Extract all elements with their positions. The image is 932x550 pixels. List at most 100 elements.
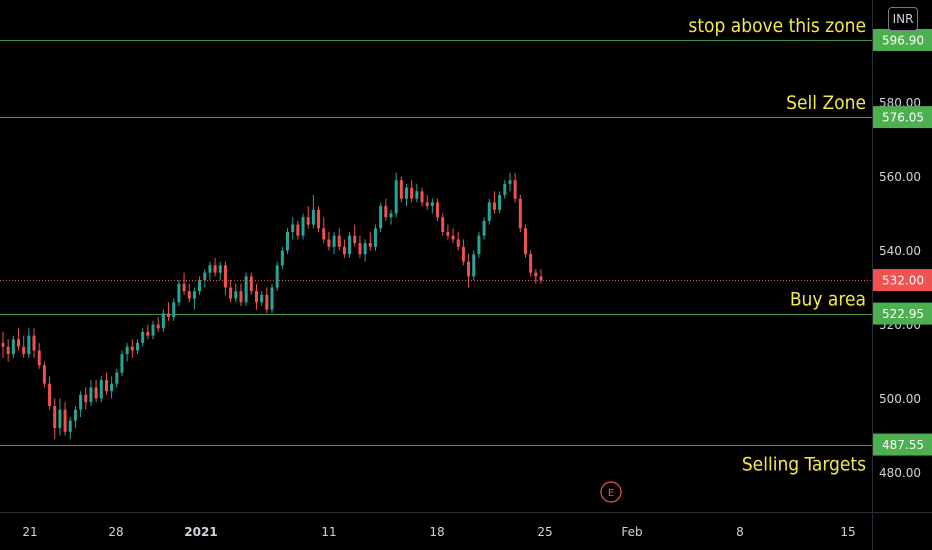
candle: [239, 283, 243, 306]
candle-body: [203, 272, 207, 281]
candle: [296, 220, 300, 240]
candle: [110, 376, 114, 399]
candle: [99, 376, 103, 403]
candle-body: [415, 191, 419, 199]
candles: [1, 172, 543, 440]
candle: [384, 198, 388, 221]
candle: [208, 261, 212, 281]
candle: [89, 380, 93, 406]
candle: [172, 298, 176, 321]
candle-body: [379, 206, 383, 229]
candle: [317, 206, 321, 232]
candle: [503, 180, 507, 199]
candle: [218, 261, 222, 281]
horizontal-levels: [0, 40, 872, 446]
candle-body: [508, 180, 512, 184]
candle: [167, 302, 171, 321]
candle: [405, 183, 408, 207]
candle-body: [223, 265, 227, 288]
candle-body: [254, 291, 258, 303]
candle-body: [280, 250, 284, 266]
candle-body: [161, 313, 165, 329]
x-tick-label: 25: [537, 525, 552, 539]
time-axis[interactable]: 21 28 2021 11 18 25 Feb 8 15: [0, 512, 932, 540]
candle-body: [239, 291, 243, 303]
candle: [213, 257, 217, 277]
candle-body: [79, 394, 83, 410]
candle-body: [234, 291, 238, 299]
candle: [234, 283, 238, 303]
candle-body: [141, 331, 145, 343]
candle-body: [48, 383, 52, 406]
candle: [42, 361, 46, 388]
candle-body: [270, 287, 274, 310]
candle: [27, 328, 31, 358]
candle-body: [296, 224, 300, 236]
price-badge-bg: [873, 302, 932, 325]
candle: [508, 172, 512, 192]
candle: [115, 368, 119, 388]
candle-body: [487, 202, 491, 221]
candle-body: [311, 209, 315, 225]
price-badge-bg: [873, 106, 932, 129]
candle: [472, 250, 476, 281]
candle-body: [146, 331, 150, 336]
candle: [430, 198, 434, 214]
candle: [337, 228, 341, 251]
candle: [348, 232, 352, 258]
candle-body: [37, 350, 41, 366]
candle-body: [425, 202, 429, 207]
candle: [63, 402, 67, 436]
candle: [94, 380, 98, 403]
level-annotation[interactable]: Sell Zone: [786, 92, 866, 114]
level-annotations: stop above this zone Sell Zone Buy area Sel…: [688, 15, 866, 476]
candle: [301, 213, 305, 240]
level-annotation[interactable]: stop above this zone: [688, 15, 866, 37]
candle-body: [534, 272, 538, 277]
candle-body: [513, 180, 517, 199]
candle: [6, 339, 10, 362]
level-annotation[interactable]: Selling Targets: [742, 454, 866, 476]
y-tick-label: 480.00: [879, 466, 921, 480]
candle-body: [182, 283, 186, 292]
candle: [358, 235, 362, 258]
y-tick-label: 500.00: [879, 392, 921, 406]
y-tick-label: 560.00: [879, 170, 921, 184]
candle: [53, 398, 57, 440]
price-badge-bg: [873, 269, 932, 292]
candle-body: [99, 380, 103, 399]
price-badge-label: 522.95: [882, 307, 924, 321]
currency-button[interactable]: INR: [888, 7, 918, 31]
price-badge-label: 487.55: [882, 438, 924, 452]
candle: [260, 291, 264, 306]
candle: [311, 195, 315, 229]
candle-body: [503, 183, 507, 195]
candle: [203, 269, 207, 288]
candle: [192, 287, 196, 310]
candle: [477, 232, 481, 258]
candle-body: [156, 324, 160, 329]
candle-body: [389, 213, 393, 218]
candle-body: [368, 243, 372, 247]
candle: [446, 224, 450, 240]
candle: [84, 387, 88, 410]
candle: [275, 261, 279, 292]
candle: [37, 343, 41, 369]
level-annotation[interactable]: Buy area: [790, 289, 866, 311]
candle-body: [213, 265, 217, 273]
candle: [280, 246, 284, 269]
candle: [22, 335, 26, 358]
candle-body: [130, 346, 134, 351]
candle-body: [218, 265, 222, 273]
candle-body: [399, 180, 403, 199]
earnings-event-marker[interactable]: E: [600, 481, 622, 503]
candle-body: [58, 409, 62, 429]
candle-body: [115, 372, 119, 384]
y-tick-label: 540.00: [879, 244, 921, 258]
candle: [136, 339, 139, 355]
candle-body: [363, 243, 367, 255]
candle-body: [420, 191, 424, 203]
candle: [523, 224, 527, 258]
